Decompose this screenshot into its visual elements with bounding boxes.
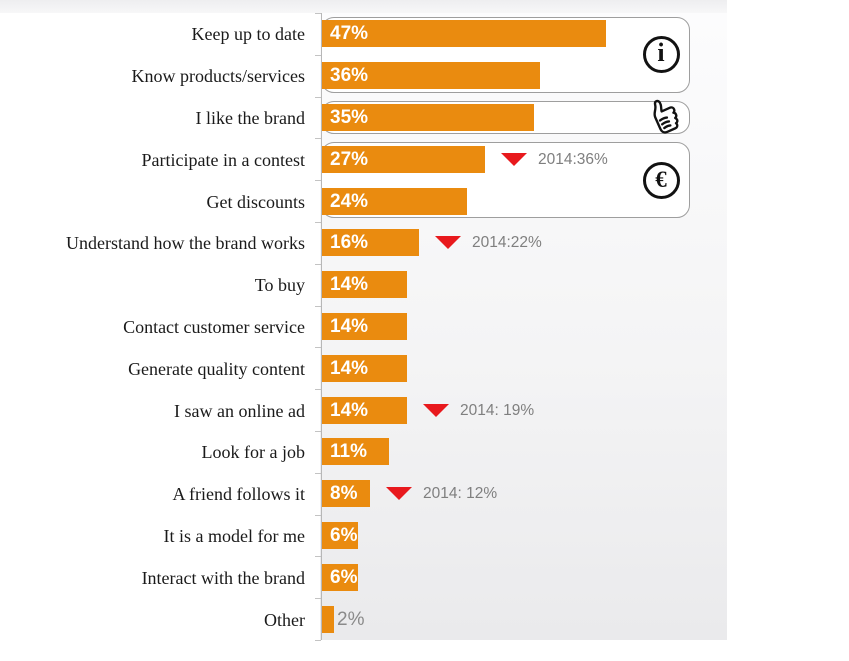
bar: 36%: [322, 62, 540, 90]
bar: 35%: [322, 104, 534, 131]
euro-icon-glyph: €: [655, 167, 667, 193]
category-label: Look for a job: [201, 442, 305, 463]
previous-year-value: 2014: 12%: [423, 485, 498, 503]
euro-icon: €: [642, 161, 680, 199]
category-label: Know products/services: [131, 66, 305, 87]
category-label: Get discounts: [206, 191, 306, 212]
category-label: Interact with the brand: [141, 567, 305, 588]
axis-tick: [315, 54, 321, 56]
bar-value-label: 16%: [330, 232, 369, 254]
decrease-triangle-icon: [386, 487, 412, 501]
bar: 14%: [322, 271, 407, 299]
axis-tick: [315, 347, 321, 349]
axis-tick: [315, 13, 321, 14]
category-label: I saw an online ad: [174, 400, 305, 421]
axis-tick: [315, 305, 321, 307]
bar-value-label: 2%: [337, 608, 365, 630]
bar: 24%: [322, 187, 467, 215]
axis-tick: [315, 138, 321, 140]
axis-tick: [315, 263, 321, 265]
info-icon-glyph: i: [657, 38, 665, 68]
category-label: Other: [264, 609, 305, 630]
bar: 8%: [322, 480, 370, 508]
category-label: To buy: [254, 275, 305, 296]
bar: 47%: [322, 20, 606, 48]
decrease-triangle-icon: [423, 403, 449, 417]
bar-value-label: 6%: [330, 566, 358, 588]
axis-tick: [315, 180, 321, 182]
bar-value-label: 27%: [330, 148, 369, 170]
category-label: It is a model for me: [163, 526, 305, 546]
axis-tick: [315, 431, 321, 432]
bar-value-label: 8%: [330, 483, 358, 505]
decrease-triangle-icon: [501, 152, 527, 166]
category-label: Generate quality content: [128, 358, 305, 379]
axis-tick: [315, 222, 321, 223]
axis-tick: [315, 598, 321, 600]
bar: 16%: [322, 229, 419, 257]
bar-value-label: 36%: [330, 65, 369, 87]
axis-tick: [315, 96, 321, 98]
previous-year-value: 2014: 19%: [460, 401, 535, 419]
category-label: I like the brand: [195, 108, 305, 128]
axis-tick: [315, 389, 321, 391]
bar: 14%: [322, 396, 407, 424]
category-label: Keep up to date: [191, 24, 305, 45]
bar: 6%: [322, 563, 358, 591]
category-label: Contact customer service: [123, 317, 305, 337]
bar-value-label: 6%: [330, 525, 358, 546]
page-top-strip: [0, 0, 727, 13]
category-label: Understand how the brand works: [66, 233, 305, 254]
y-axis-line: [321, 13, 322, 640]
bar: 27%: [322, 145, 485, 173]
bar-value-label: 47%: [330, 23, 369, 45]
bar-value-label: 14%: [330, 357, 369, 379]
previous-year-value: 2014:22%: [472, 234, 542, 252]
axis-tick: [315, 514, 321, 516]
axis-tick: [315, 640, 321, 641]
bar: [322, 605, 334, 633]
previous-year-value: 2014:36%: [538, 150, 608, 168]
bar-value-label: 14%: [330, 399, 369, 421]
bar-value-label: 11%: [330, 441, 367, 463]
bar-value-label: 14%: [330, 274, 369, 296]
bar: 14%: [322, 354, 407, 382]
bar: 11%: [322, 438, 389, 466]
info-icon: i: [642, 36, 680, 74]
bar: 14%: [322, 313, 407, 340]
decrease-triangle-icon: [435, 236, 461, 250]
bar-value-label: 24%: [330, 190, 369, 212]
thumbs-up-icon: [639, 98, 683, 143]
axis-tick: [315, 472, 321, 474]
axis-tick: [315, 556, 321, 558]
category-label: Participate in a contest: [141, 149, 305, 170]
bar-value-label: 35%: [330, 107, 369, 128]
bar: 6%: [322, 522, 358, 549]
bar-value-label: 14%: [330, 316, 369, 337]
category-label: A friend follows it: [172, 484, 306, 505]
